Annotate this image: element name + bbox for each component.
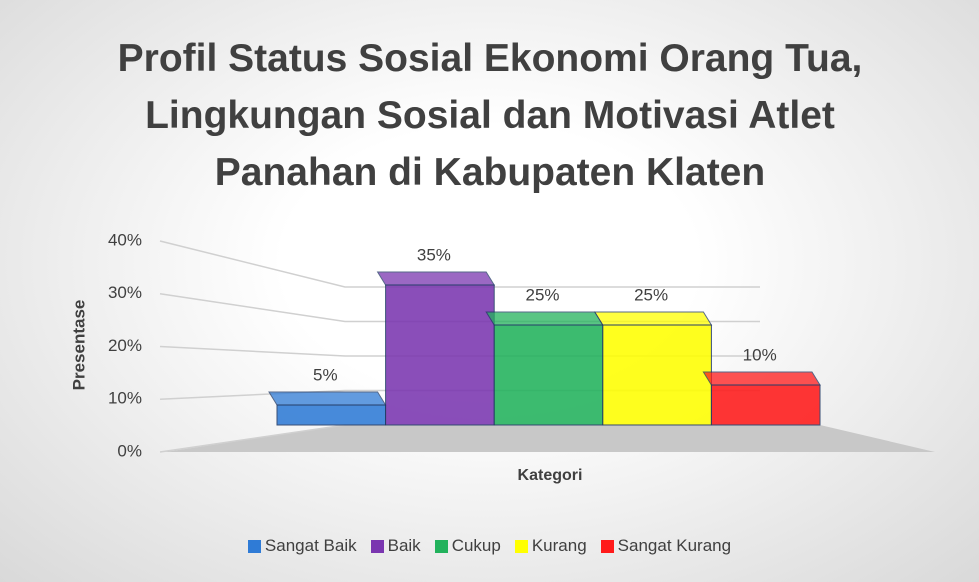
bar [493, 324, 604, 426]
legend: Sangat Baik Baik Cukup Kurang Sangat Kurang [0, 536, 979, 556]
chart-title: Profil Status Sosial Ekonomi Orang Tua, … [117, 37, 863, 194]
y-tick-label: 10% [108, 389, 142, 408]
legend-item: Baik [370, 536, 421, 556]
bar-top [593, 311, 713, 326]
legend-swatch [247, 539, 261, 553]
legend-swatch [514, 539, 528, 553]
floor [165, 425, 935, 452]
legend-label: Baik [387, 536, 421, 555]
y-tick-label: 40% [108, 230, 142, 249]
legend-label: Cukup [451, 536, 501, 555]
legend-swatch [434, 539, 448, 553]
bar-top [376, 271, 496, 286]
bar-top [702, 371, 821, 386]
bar [710, 384, 821, 426]
data-label: 25% [525, 285, 559, 304]
legend-label: Kurang [531, 536, 587, 555]
bar [602, 324, 712, 426]
data-label: 35% [417, 245, 451, 264]
bar [276, 404, 387, 426]
grid-line [159, 240, 760, 288]
legend-item: Sangat Kurang [600, 536, 732, 556]
bar [385, 284, 495, 426]
legend-item: Kurang [514, 536, 587, 556]
legend-swatch [600, 539, 614, 553]
legend-label: Sangat Baik [264, 536, 357, 555]
y-tick-label: 20% [108, 336, 142, 355]
bar-top [268, 391, 387, 406]
data-label: 10% [743, 345, 777, 364]
legend-swatch [370, 539, 384, 553]
y-axis-title: Presentase [69, 300, 88, 391]
legend-item: Cukup [434, 536, 501, 556]
y-tick-label: 30% [108, 283, 142, 302]
data-label: 25% [634, 285, 668, 304]
data-label: 5% [313, 365, 338, 384]
legend-item: Sangat Baik [247, 536, 357, 556]
x-axis-title: Kategori [518, 467, 583, 484]
legend-label: Sangat Kurang [617, 536, 732, 555]
y-tick-label: 0% [117, 441, 142, 460]
bar-top [485, 311, 604, 326]
